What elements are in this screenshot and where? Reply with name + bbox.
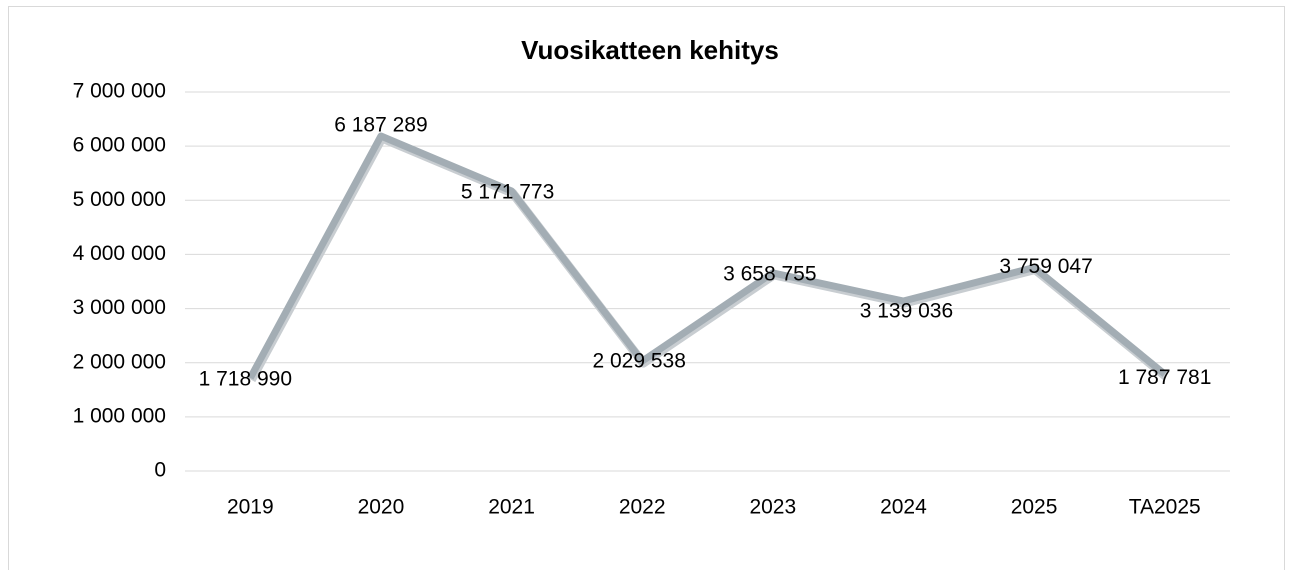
x-tick-label: 2021: [488, 496, 535, 519]
x-tick-label: 2020: [358, 496, 405, 519]
data-label: 1 787 781: [1118, 366, 1211, 389]
x-tick-label: 2025: [1011, 496, 1058, 519]
data-label: 2 029 538: [592, 350, 685, 373]
x-tick-label: 2023: [749, 496, 796, 519]
x-tick-label: TA2025: [1129, 496, 1201, 519]
chart-border: [8, 6, 1285, 570]
y-tick-label: 5 000 000: [73, 188, 166, 211]
line: [247, 132, 1167, 380]
data-label: 3 658 755: [723, 262, 816, 285]
data-label: 1 718 990: [199, 367, 292, 390]
y-tick-label: 6 000 000: [73, 134, 166, 157]
data-label: 5 171 773: [461, 181, 554, 204]
chart-title: Vuosikatteen kehitys: [521, 35, 779, 65]
y-tick-label: 3 000 000: [73, 296, 166, 319]
data-label: 3 759 047: [999, 255, 1092, 278]
data-label: 3 139 036: [860, 300, 953, 323]
y-tick-label: 4 000 000: [73, 242, 166, 265]
x-tick-label: 2019: [227, 496, 274, 519]
x-tick-label: 2022: [619, 496, 666, 519]
data-label: 6 187 289: [334, 114, 427, 137]
y-tick-label: 2 000 000: [73, 350, 166, 373]
y-tick-label: 7 000 000: [73, 80, 166, 103]
y-tick-label: 0: [154, 459, 166, 482]
x-tick-label: 2024: [880, 496, 927, 519]
y-tick-label: 1 000 000: [73, 404, 166, 427]
